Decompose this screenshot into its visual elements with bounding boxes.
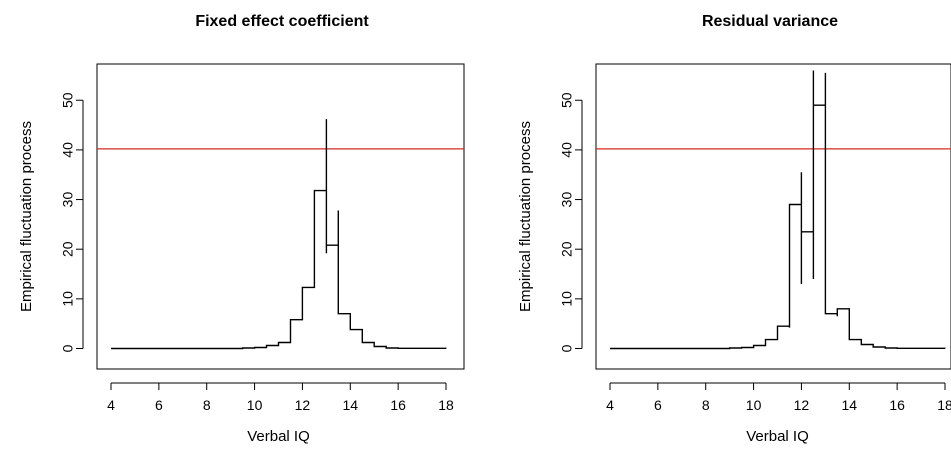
- x-tick-label: 4: [606, 397, 614, 413]
- y-tick-label: 0: [559, 344, 575, 352]
- x-tick-label: 16: [889, 397, 905, 413]
- y-tick-label: 40: [559, 142, 575, 158]
- x-tick-label: 8: [702, 397, 710, 413]
- y-tick-label: 0: [60, 344, 76, 352]
- x-tick-label: 8: [203, 397, 211, 413]
- x-tick-label: 4: [107, 397, 115, 413]
- x-axis-label: Verbal IQ: [746, 428, 809, 445]
- plot-frame: [595, 63, 951, 370]
- x-tick-label: 14: [841, 397, 857, 413]
- chart-panel-1: Fixed effect coefficient 4 6 8 10 12 14 16 18 Ver…: [18, 13, 465, 445]
- y-tick-label: 50: [60, 92, 76, 108]
- y-tick-label: 20: [559, 241, 575, 257]
- y-tick-label: 10: [559, 291, 575, 307]
- fluctuation-process-line: [111, 119, 447, 350]
- fluctuation-process-line: [610, 70, 946, 350]
- plot-frame: [96, 63, 465, 370]
- x-tick-label: 12: [295, 397, 311, 413]
- chart-title: Fixed effect coefficient: [195, 13, 369, 30]
- x-axis-label: Verbal IQ: [247, 428, 310, 445]
- y-tick-label: 30: [559, 192, 575, 208]
- x-tick-label: 10: [247, 397, 263, 413]
- chart-title: Residual variance: [702, 13, 838, 30]
- x-tick-label: 10: [746, 397, 762, 413]
- x-tick-label: 14: [342, 397, 358, 413]
- x-tick-label: 16: [390, 397, 406, 413]
- x-tick-label: 12: [794, 397, 810, 413]
- y-tick-label: 30: [60, 192, 76, 208]
- x-tick-label: 18: [937, 397, 951, 413]
- y-tick-label: 40: [60, 142, 76, 158]
- x-tick-label: 6: [155, 397, 163, 413]
- y-tick-label: 10: [60, 291, 76, 307]
- y-tick-label: 20: [60, 241, 76, 257]
- chart-panel-2: Residual variance 4 6 8 10 12 14 16 18 Verbal IQ 0…: [517, 13, 951, 445]
- y-axis-label: Empirical fluctuation process: [18, 121, 35, 312]
- x-tick-label: 18: [438, 397, 454, 413]
- y-tick-label: 50: [559, 92, 575, 108]
- x-tick-label: 6: [654, 397, 662, 413]
- y-axis-label: Empirical fluctuation process: [517, 121, 534, 312]
